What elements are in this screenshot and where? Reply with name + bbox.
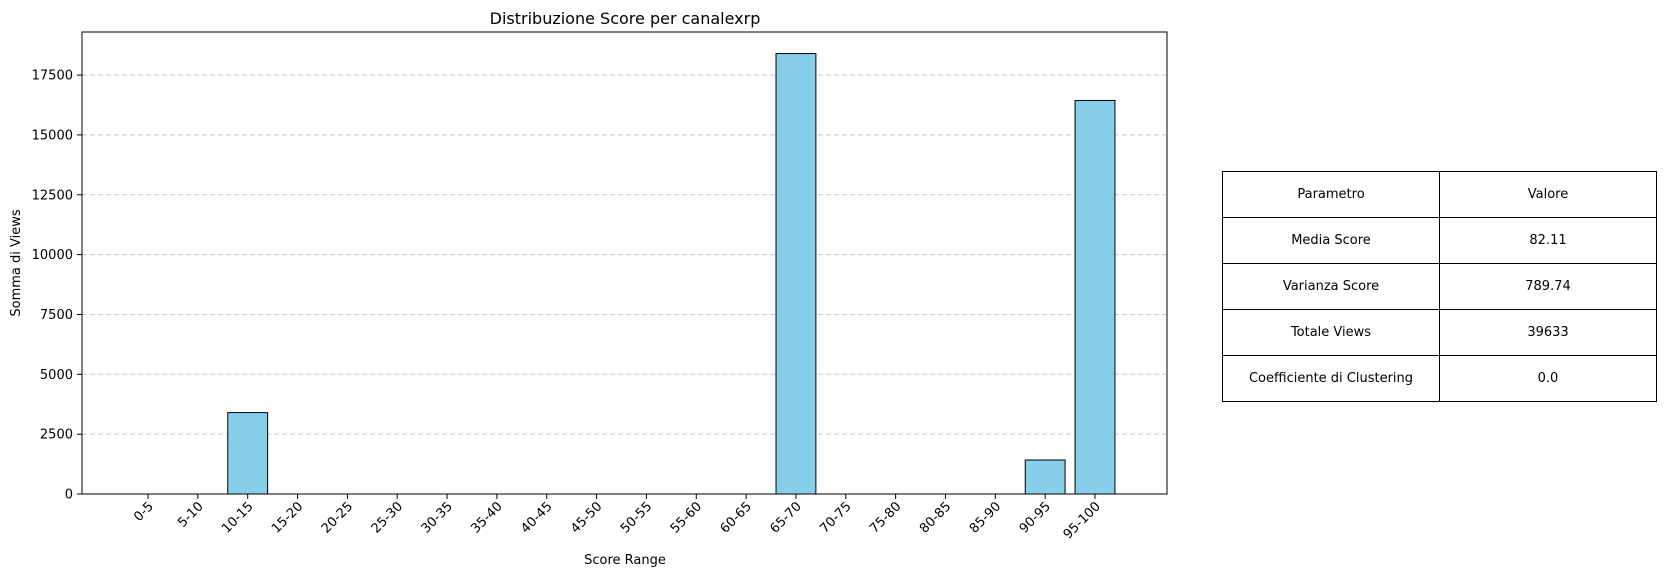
x-tick-label: 20-25 xyxy=(319,499,356,536)
table-header-cell: Parametro xyxy=(1222,171,1440,218)
table-header-row: Parametro Valore xyxy=(1222,171,1657,218)
plot-frame xyxy=(81,31,1168,495)
table-cell-value: 789.74 xyxy=(1439,263,1657,310)
y-tick-label: 0 xyxy=(65,488,73,503)
x-tick-label: 65-70 xyxy=(767,499,804,536)
table-cell-param: Media Score xyxy=(1222,217,1440,264)
grid-lines xyxy=(82,74,1167,435)
y-tick-label: 2500 xyxy=(40,428,73,443)
table-cell-param: Coefficiente di Clustering xyxy=(1222,355,1440,402)
bar xyxy=(775,53,817,495)
y-tick-label: 17500 xyxy=(32,69,73,84)
stats-table: Parametro Valore Media Score 82.11 Varia… xyxy=(1222,171,1657,402)
x-tick-label: 70-75 xyxy=(817,499,854,536)
table-row: Media Score 82.11 xyxy=(1222,217,1657,264)
x-axis: 0-5 5-10 10-15 15-20 20-25 25-30 30-35 35-40 40-… xyxy=(131,494,1104,542)
x-tick-label: 25-30 xyxy=(369,499,406,536)
x-tick-label: 45-50 xyxy=(568,499,605,536)
x-axis-label: Score Range xyxy=(584,553,666,568)
y-tick-label: 7500 xyxy=(40,308,73,323)
x-tick-label: 15-20 xyxy=(269,499,306,536)
bar xyxy=(227,412,269,495)
x-tick-label: 85-90 xyxy=(967,499,1004,536)
table-row: Totale Views 39633 xyxy=(1222,309,1657,356)
bar xyxy=(1024,459,1066,495)
chart-title: Distribuzione Score per canalexrp xyxy=(490,9,761,28)
bar xyxy=(1074,99,1116,495)
bars xyxy=(227,53,1116,495)
table-cell-value: 0.0 xyxy=(1439,355,1657,402)
table-cell-value: 39633 xyxy=(1439,309,1657,356)
y-tick-label: 15000 xyxy=(32,128,73,143)
y-tick-label: 12500 xyxy=(32,188,73,203)
x-tick-label: 0-5 xyxy=(131,499,157,525)
x-tick-label: 5-10 xyxy=(175,499,206,530)
x-tick-label: 95-100 xyxy=(1061,499,1104,542)
x-tick-label: 30-35 xyxy=(419,499,456,536)
x-tick-label: 60-65 xyxy=(718,499,755,536)
x-tick-label: 50-55 xyxy=(618,499,655,536)
x-tick-label: 10-15 xyxy=(219,499,256,536)
table-header-cell: Valore xyxy=(1439,171,1657,218)
table-cell-param: Totale Views xyxy=(1222,309,1440,356)
y-axis: 0 2500 5000 7500 10000 12500 15000 17500 xyxy=(32,69,82,503)
x-tick-label: 80-85 xyxy=(917,499,954,536)
table-row: Coefficiente di Clustering 0.0 xyxy=(1222,355,1657,402)
y-tick-label: 5000 xyxy=(40,368,73,383)
table-cell-param: Varianza Score xyxy=(1222,263,1440,310)
x-tick-label: 55-60 xyxy=(668,499,705,536)
table-cell-value: 82.11 xyxy=(1439,217,1657,264)
table-row: Varianza Score 789.74 xyxy=(1222,263,1657,310)
x-tick-label: 35-40 xyxy=(468,499,505,536)
x-tick-label: 40-45 xyxy=(518,499,555,536)
x-tick-label: 90-95 xyxy=(1017,499,1054,536)
x-tick-label: 75-80 xyxy=(867,499,904,536)
y-axis-label: Somma di Views xyxy=(9,209,24,316)
y-tick-label: 10000 xyxy=(32,248,73,263)
